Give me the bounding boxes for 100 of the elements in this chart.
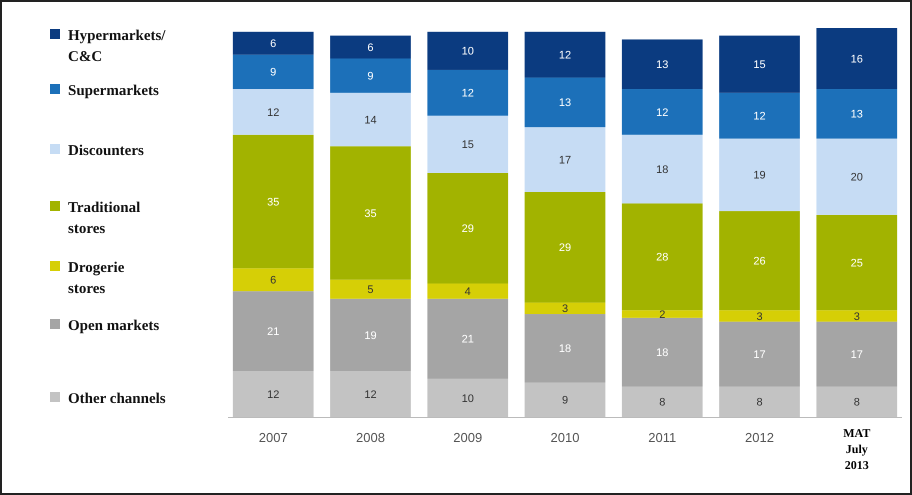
bar xyxy=(427,70,508,116)
data-label: 3 xyxy=(562,303,568,316)
bar xyxy=(622,310,703,318)
data-label: 6 xyxy=(270,38,276,50)
bar xyxy=(524,192,606,303)
data-label: 12 xyxy=(267,388,280,401)
bar xyxy=(427,116,508,173)
bar xyxy=(622,89,703,135)
x-tick-label: 2012 xyxy=(745,430,774,445)
x-tick-label: 2008 xyxy=(356,430,385,445)
data-label: 29 xyxy=(462,223,474,236)
bar xyxy=(330,298,411,372)
bar xyxy=(427,172,508,284)
data-label: 8 xyxy=(659,396,666,409)
data-label: 13 xyxy=(656,59,668,72)
bar xyxy=(427,284,508,299)
data-label: 13 xyxy=(850,108,863,121)
bar xyxy=(719,310,800,322)
data-label: 9 xyxy=(270,66,276,79)
bar xyxy=(622,39,703,90)
data-label: 12 xyxy=(267,106,280,119)
bar xyxy=(232,268,314,292)
x-tick-label: 2010 xyxy=(550,430,580,445)
data-label: 12 xyxy=(364,388,377,401)
bar xyxy=(816,138,898,215)
data-label: 15 xyxy=(753,59,766,72)
data-label: 14 xyxy=(364,114,377,126)
bar xyxy=(524,78,606,128)
legend-label: Hypermarkets/ C&C xyxy=(68,28,166,65)
data-label: 6 xyxy=(367,42,374,54)
data-label: 12 xyxy=(753,110,766,123)
bar xyxy=(719,36,800,93)
bar xyxy=(427,32,508,70)
bar xyxy=(330,280,411,299)
data-label: 12 xyxy=(558,50,572,62)
legend-label: Other channels xyxy=(68,391,166,407)
legend-label: Supermarkets xyxy=(68,83,159,99)
bar xyxy=(524,127,606,192)
bar xyxy=(330,146,411,280)
data-label: 2 xyxy=(659,308,666,321)
data-label: 21 xyxy=(267,326,280,338)
data-label: 17 xyxy=(850,348,863,361)
data-label: 18 xyxy=(656,347,668,360)
bar xyxy=(719,322,800,386)
data-label: 21 xyxy=(462,334,474,346)
bar xyxy=(622,318,703,386)
bar xyxy=(524,314,606,383)
bar xyxy=(232,89,314,135)
bar xyxy=(330,36,411,59)
legend-label: Open markets xyxy=(68,318,160,334)
data-label: 3 xyxy=(854,310,860,323)
data-label: 6 xyxy=(270,274,276,287)
data-label: 17 xyxy=(558,154,572,166)
data-label: 20 xyxy=(850,172,863,184)
x-tick-label: 2007 xyxy=(258,430,288,445)
bar xyxy=(719,92,800,139)
x-tick-label: 2009 xyxy=(453,430,482,445)
bar xyxy=(719,211,800,310)
data-label: 12 xyxy=(462,88,474,100)
data-label: 19 xyxy=(364,330,377,342)
bar xyxy=(232,134,314,268)
data-label: 16 xyxy=(850,53,863,66)
data-label: 17 xyxy=(753,348,766,361)
bar xyxy=(816,28,898,90)
bar xyxy=(816,322,898,386)
data-label: 28 xyxy=(656,252,668,264)
x-tick-label: MAT July 2013 xyxy=(843,426,870,472)
data-label: 3 xyxy=(756,310,763,323)
bar xyxy=(232,32,314,55)
data-label: 18 xyxy=(656,164,668,176)
bar xyxy=(816,214,898,310)
bar xyxy=(719,138,800,212)
data-label: 8 xyxy=(854,396,860,409)
bar xyxy=(816,89,898,139)
bar xyxy=(330,92,411,146)
bar xyxy=(524,32,606,78)
legend-label: Traditional stores xyxy=(68,200,140,237)
data-label: 8 xyxy=(756,396,763,409)
data-label: 12 xyxy=(656,106,668,119)
data-label: 26 xyxy=(753,255,766,268)
data-label: 29 xyxy=(558,242,572,254)
bar xyxy=(232,54,314,90)
data-label: 25 xyxy=(850,257,863,270)
data-label: 9 xyxy=(367,70,374,83)
bar xyxy=(816,310,898,322)
bar xyxy=(427,298,508,379)
data-label: 19 xyxy=(753,170,766,182)
data-label: 4 xyxy=(464,286,471,298)
x-tick-label: 2011 xyxy=(648,430,676,445)
bar xyxy=(622,203,703,310)
bar xyxy=(622,134,703,204)
legend-label: Discounters xyxy=(68,143,144,159)
bar xyxy=(330,58,411,93)
data-label: 10 xyxy=(462,392,474,405)
data-label: 35 xyxy=(364,208,377,220)
data-label: 35 xyxy=(267,196,280,208)
data-label: 18 xyxy=(558,343,572,356)
data-label: 10 xyxy=(462,46,474,58)
bar xyxy=(524,302,606,314)
legend-label: Drogerie stores xyxy=(68,260,125,297)
